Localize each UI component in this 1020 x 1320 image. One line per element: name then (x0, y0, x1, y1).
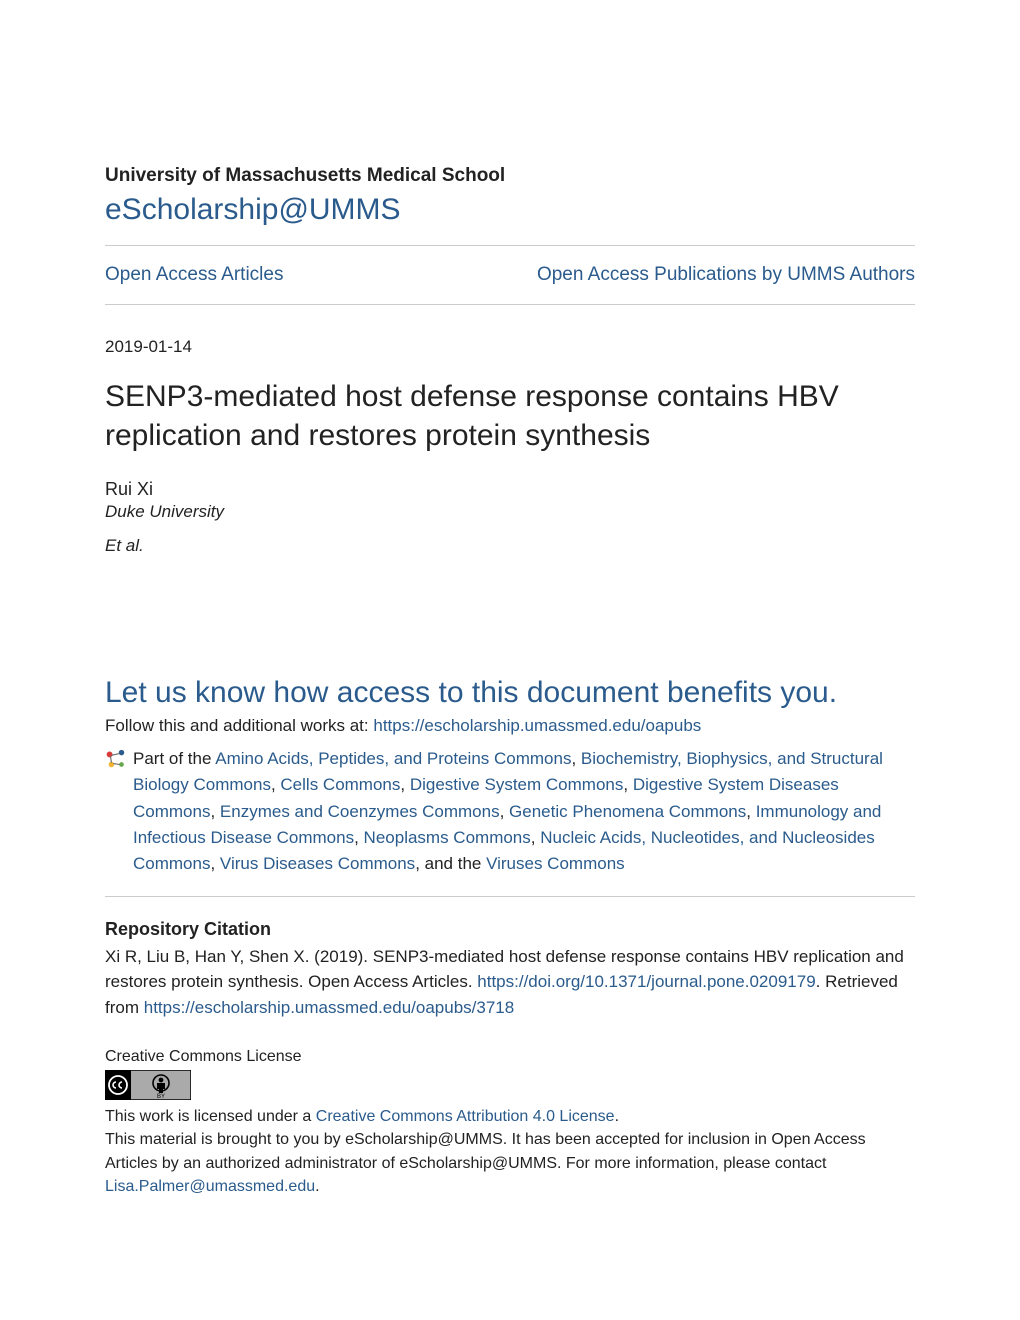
nav-right-link[interactable]: Open Access Publications by UMMS Authors (537, 264, 915, 286)
doi-link[interactable]: https://doi.org/10.1371/journal.pone.020… (477, 972, 815, 991)
svg-text:BY: BY (157, 1094, 165, 1100)
citation-text: Xi R, Liu B, Han Y, Shen X. (2019). SENP… (105, 944, 915, 1021)
license-heading: Creative Commons License (105, 1048, 915, 1066)
license-period: . (615, 1108, 619, 1125)
citation-heading: Repository Citation (105, 919, 915, 940)
et-al-text: Et al. (105, 536, 915, 556)
follow-line: Follow this and additional works at: htt… (105, 716, 915, 736)
retrieved-url-link[interactable]: https://escholarship.umassmed.edu/oapubs… (144, 998, 514, 1017)
commons-block: Part of the Amino Acids, Peptides, and P… (105, 746, 915, 878)
breadcrumb-nav: Open Access Articles Open Access Publica… (105, 246, 915, 304)
commons-link[interactable]: Virus Diseases Commons (220, 854, 415, 873)
nav-left-link[interactable]: Open Access Articles (105, 264, 283, 286)
network-icon (105, 748, 127, 770)
license-line2: This material is brought to you by eScho… (105, 1131, 866, 1171)
cta-heading-link[interactable]: Let us know how access to this document … (105, 676, 915, 710)
author-name: Rui Xi (105, 479, 915, 500)
contact-email-link[interactable]: Lisa.Palmer@umassmed.edu (105, 1178, 315, 1195)
commons-prefix: Part of the (133, 749, 215, 768)
cc-by-badge[interactable]: BY (105, 1070, 191, 1100)
commons-link[interactable]: Amino Acids, Peptides, and Proteins Comm… (215, 749, 571, 768)
institution-name: University of Massachusetts Medical Scho… (105, 165, 915, 187)
commons-link[interactable]: Enzymes and Coenzymes Commons (220, 802, 500, 821)
author-affiliation: Duke University (105, 502, 915, 522)
publication-date: 2019-01-14 (105, 337, 915, 357)
contact-period: . (315, 1178, 319, 1195)
page-header: University of Massachusetts Medical Scho… (105, 165, 915, 227)
commons-link[interactable]: Genetic Phenomena Commons (509, 802, 746, 821)
repository-name-link[interactable]: eScholarship@UMMS (105, 193, 915, 227)
commons-link[interactable]: Viruses Commons (486, 854, 625, 873)
citation-period: . (816, 972, 825, 991)
article-title: SENP3-mediated host defense response con… (105, 377, 915, 455)
follow-prefix: Follow this and additional works at: (105, 716, 373, 735)
divider (105, 896, 915, 897)
commons-link[interactable]: Cells Commons (280, 775, 400, 794)
license-link[interactable]: Creative Commons Attribution 4.0 License (316, 1108, 615, 1125)
commons-link[interactable]: Digestive System Commons (410, 775, 624, 794)
commons-link[interactable]: Neoplasms Commons (364, 828, 531, 847)
follow-url-link[interactable]: https://escholarship.umassmed.edu/oapubs (373, 716, 701, 735)
license-text: This work is licensed under a Creative C… (105, 1105, 915, 1198)
license-line1-pre: This work is licensed under a (105, 1108, 316, 1125)
divider (105, 304, 915, 305)
commons-text: Part of the Amino Acids, Peptides, and P… (133, 746, 915, 878)
